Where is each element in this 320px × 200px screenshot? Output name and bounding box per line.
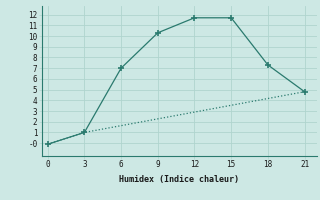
- X-axis label: Humidex (Indice chaleur): Humidex (Indice chaleur): [119, 175, 239, 184]
